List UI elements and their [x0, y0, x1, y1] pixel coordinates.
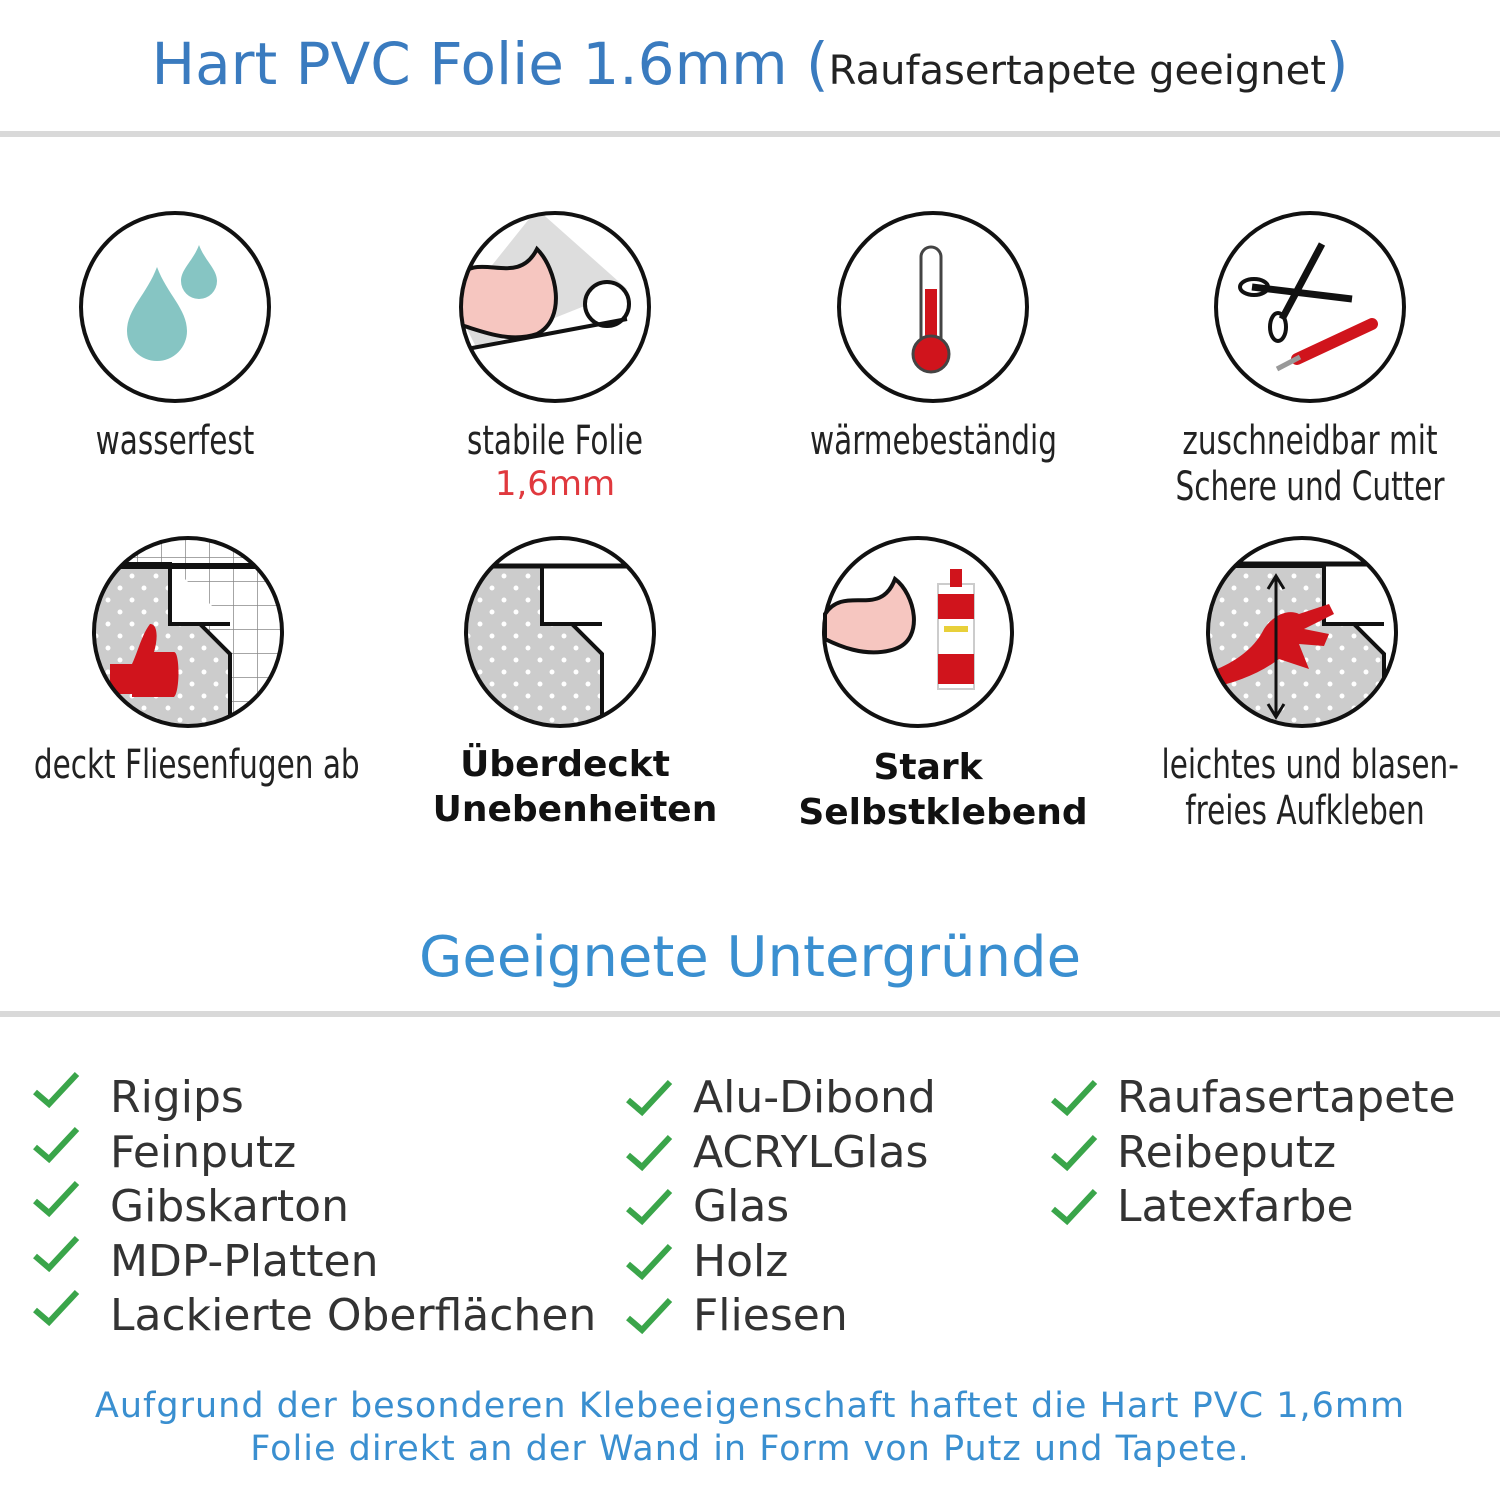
- scissors-cutter-icon: [1214, 211, 1406, 403]
- strong-glue-icon: [822, 536, 1014, 728]
- check-icon: [33, 1289, 80, 1327]
- feature-label: Selbstklebend: [798, 792, 1088, 833]
- surface-item: ACRYLGlas: [693, 1126, 929, 1178]
- feature-label: stabile Folie: [466, 418, 644, 464]
- surface-item: Fliesen: [693, 1290, 848, 1341]
- section-title: Geeignete Untergründe: [418, 925, 1082, 990]
- check-icon: [626, 1134, 673, 1171]
- title-main: Hart PVC Folie 1.6mm: [151, 30, 788, 98]
- check-icon: [33, 1235, 80, 1272]
- footer-note: Aufgrund der besonderen Klebeeigenschaft…: [0, 1385, 1500, 1471]
- surface-item: Alu-Dibond: [693, 1072, 936, 1123]
- page-title: Hart PVC Folie 1.6mm (Raufasertapete gee…: [0, 30, 1500, 98]
- feature-label: zuschneidbar mit: [1182, 418, 1438, 464]
- surface-item: Raufasertapete: [1117, 1072, 1456, 1123]
- surface-item: Gibskarton: [110, 1181, 349, 1232]
- strong-film-icon: [459, 211, 651, 403]
- thumbs-up-tiles-icon: [92, 536, 284, 728]
- paren: (: [806, 30, 829, 98]
- surface-item: Rigips: [110, 1072, 244, 1123]
- surface-item: Feinputz: [110, 1126, 297, 1178]
- feature-label: Schere und Cutter: [1175, 464, 1445, 510]
- surface-item: Latexfarbe: [1117, 1181, 1354, 1232]
- footer-line: Aufgrund der besonderen Klebeeigenschaft…: [94, 1386, 1406, 1426]
- feature-label: Stark: [873, 747, 983, 788]
- hand-smoothing-icon: [1206, 536, 1398, 728]
- paren: ): [1325, 30, 1349, 98]
- surface-item: Glas: [693, 1181, 790, 1232]
- check-icon: [1051, 1134, 1098, 1171]
- footer-line: Folie direkt an der Wand in Form von Put…: [250, 1429, 1250, 1469]
- feature-label: wasserfest: [95, 418, 255, 464]
- water-drops-icon: [79, 211, 271, 403]
- check-icon: [33, 1126, 80, 1163]
- feature-sublabel: 1,6mm: [494, 464, 616, 504]
- check-icon: [626, 1243, 673, 1280]
- feature-label: wärmebeständig: [810, 418, 1057, 464]
- surface-item: Holz: [693, 1235, 789, 1287]
- surface-item: Lackierte Oberflächen: [110, 1290, 597, 1341]
- check-icon: [33, 1071, 80, 1109]
- divider: [0, 1011, 1500, 1017]
- feature-label: freies Aufkleben: [1185, 788, 1425, 834]
- thermometer-icon: [837, 211, 1029, 403]
- check-icon: [626, 1079, 673, 1117]
- feature-label: deckt Fliesenfugen ab: [33, 742, 360, 788]
- check-icon: [33, 1180, 80, 1218]
- check-icon: [1051, 1188, 1098, 1226]
- surface-item: MDP-Platten: [110, 1235, 379, 1287]
- check-icon: [1051, 1079, 1098, 1117]
- peeling-film-icon: [464, 536, 656, 728]
- feature-label: leichtes und blasen-: [1161, 742, 1459, 788]
- check-icon: [626, 1188, 673, 1226]
- divider: [0, 131, 1500, 137]
- surface-item: Reibeputz: [1117, 1126, 1337, 1178]
- title-subtitle: Raufasertapete geeignet: [828, 48, 1326, 94]
- feature-label: Unebenheiten: [432, 789, 718, 830]
- feature-label: Überdeckt: [460, 744, 670, 785]
- check-icon: [626, 1297, 673, 1335]
